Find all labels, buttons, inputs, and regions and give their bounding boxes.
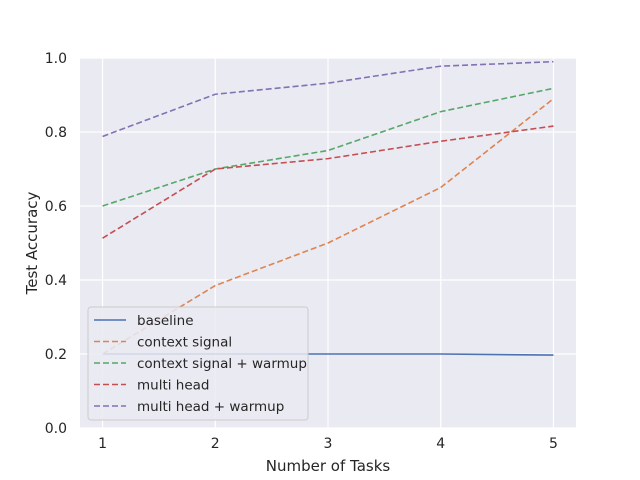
series-line-1 xyxy=(102,98,554,355)
legend-items: baseline context signal context signal + w… xyxy=(94,313,307,415)
legend: baseline context signal context signal + w… xyxy=(87,306,309,421)
legend-label: multi head xyxy=(137,378,210,394)
y-tick-label: 0.8 xyxy=(45,125,67,141)
x-tick-labels: 1 2 3 4 5 xyxy=(98,436,558,452)
x-tick-label: 1 xyxy=(98,436,107,452)
y-tick-label: 1.0 xyxy=(45,51,67,67)
y-tick-labels: 0.0 0.2 0.4 0.6 0.8 1.0 xyxy=(45,51,67,437)
y-tick-label: 0.6 xyxy=(45,199,67,215)
legend-label: context signal xyxy=(137,335,232,351)
y-axis-label: Test Accuracy xyxy=(23,191,41,295)
y-tick-label: 0.2 xyxy=(45,347,67,363)
x-tick-label: 5 xyxy=(549,436,558,452)
series-line-2 xyxy=(102,87,554,207)
legend-label: context signal + warmup xyxy=(137,356,307,372)
x-tick-label: 4 xyxy=(436,436,445,452)
x-axis-label: Number of Tasks xyxy=(266,457,391,475)
legend-box xyxy=(87,306,309,421)
legend-label: baseline xyxy=(137,313,194,329)
legend-label: multi head + warmup xyxy=(137,399,284,415)
y-tick-label: 0.0 xyxy=(45,421,67,437)
series-line-3 xyxy=(102,125,554,239)
x-tick-label: 3 xyxy=(324,436,333,452)
y-tick-label: 0.4 xyxy=(45,273,67,289)
x-tick-label: 2 xyxy=(211,436,220,452)
